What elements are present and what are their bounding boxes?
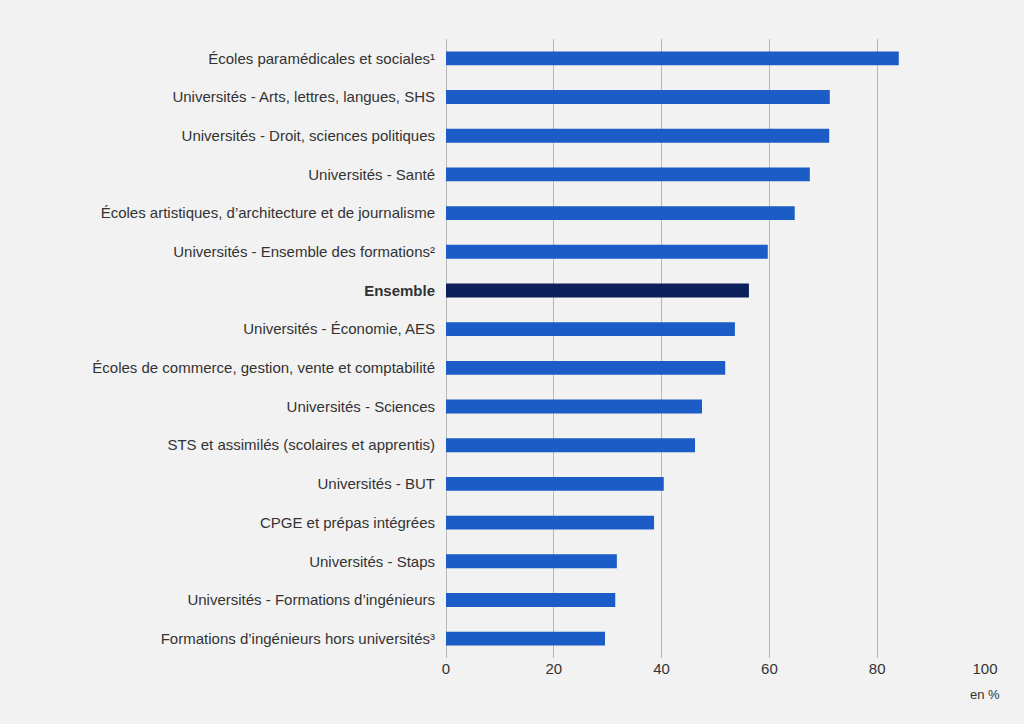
- svg-text:CPGE et prépas intégrées: CPGE et prépas intégrées: [260, 514, 435, 531]
- svg-text:Universités - Économie, AES: Universités - Économie, AES: [243, 320, 435, 337]
- svg-text:0: 0: [442, 660, 450, 677]
- svg-text:Universités - Ensemble des for: Universités - Ensemble des formations²: [173, 243, 435, 260]
- svg-text:Universités - Sciences: Universités - Sciences: [287, 398, 435, 415]
- svg-text:Universités - Staps: Universités - Staps: [309, 553, 435, 570]
- svg-text:20: 20: [545, 660, 562, 677]
- svg-text:Universités - Droit, sciences: Universités - Droit, sciences politiques: [182, 127, 435, 144]
- svg-text:STS et assimilés (scolaires et: STS et assimilés (scolaires et apprentis…: [167, 436, 435, 453]
- svg-text:Écoles artistiques, d’architec: Écoles artistiques, d’architecture et de…: [101, 204, 435, 221]
- svg-text:Universités - Santé: Universités - Santé: [308, 166, 435, 183]
- svg-text:Formations d’ingénieurs hors u: Formations d’ingénieurs hors universités…: [161, 630, 435, 647]
- svg-text:100: 100: [972, 660, 997, 677]
- svg-text:Universités - Formations d’ing: Universités - Formations d’ingénieurs: [187, 591, 435, 608]
- svg-text:Écoles de commerce, gestion, v: Écoles de commerce, gestion, vente et co…: [92, 359, 435, 376]
- svg-text:en %: en %: [970, 687, 1000, 702]
- svg-text:60: 60: [761, 660, 778, 677]
- svg-text:Universités - Arts, lettres, l: Universités - Arts, lettres, langues, SH…: [172, 88, 435, 105]
- svg-text:Universités - BUT: Universités - BUT: [317, 475, 435, 492]
- svg-text:40: 40: [653, 660, 670, 677]
- svg-text:Ensemble: Ensemble: [364, 282, 435, 299]
- svg-text:80: 80: [869, 660, 886, 677]
- svg-text:Écoles paramédicales et social: Écoles paramédicales et sociales¹: [208, 50, 435, 67]
